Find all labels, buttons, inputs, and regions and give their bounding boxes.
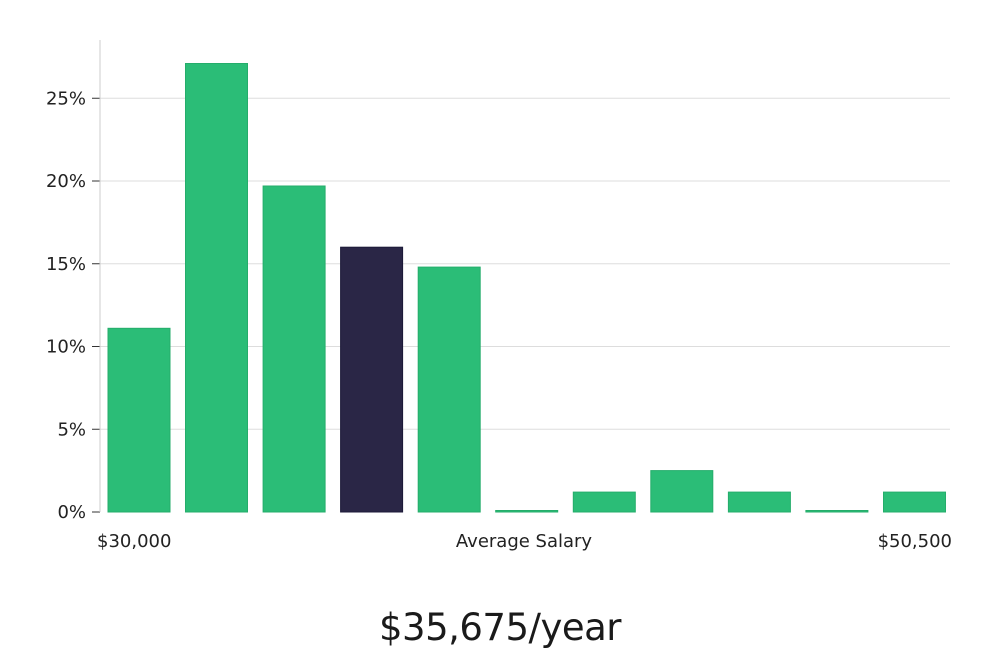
- bar: [185, 63, 248, 513]
- bar: [650, 470, 714, 513]
- bar: [417, 266, 481, 513]
- y-axis-ticks: 0% 5% 10% 15% 20% 25%: [46, 88, 100, 523]
- y-tick-label: 10%: [46, 337, 86, 358]
- bar: [805, 510, 869, 513]
- x-axis-end-label: $50,500: [878, 531, 952, 552]
- y-tick-label: 20%: [46, 171, 86, 192]
- bar: [262, 185, 326, 513]
- average-salary-value: $35,675/year: [378, 606, 622, 649]
- x-axis-start-label: $30,000: [97, 531, 171, 552]
- y-tick-label: 25%: [46, 88, 86, 109]
- salary-histogram: 0%5%10%15%20%25% $30,000 Average Salary …: [46, 40, 952, 552]
- bar: [883, 491, 946, 513]
- bar: [572, 491, 636, 513]
- y-tick-label: 5%: [57, 419, 86, 440]
- x-axis-title: Average Salary: [456, 531, 593, 552]
- bar-highlighted: [340, 246, 404, 513]
- bar: [107, 327, 171, 513]
- y-tick-label: 0%: [57, 502, 86, 523]
- bar: [495, 510, 559, 513]
- bar: [727, 491, 791, 513]
- bars: [107, 63, 946, 513]
- y-tick-label: 15%: [46, 254, 86, 275]
